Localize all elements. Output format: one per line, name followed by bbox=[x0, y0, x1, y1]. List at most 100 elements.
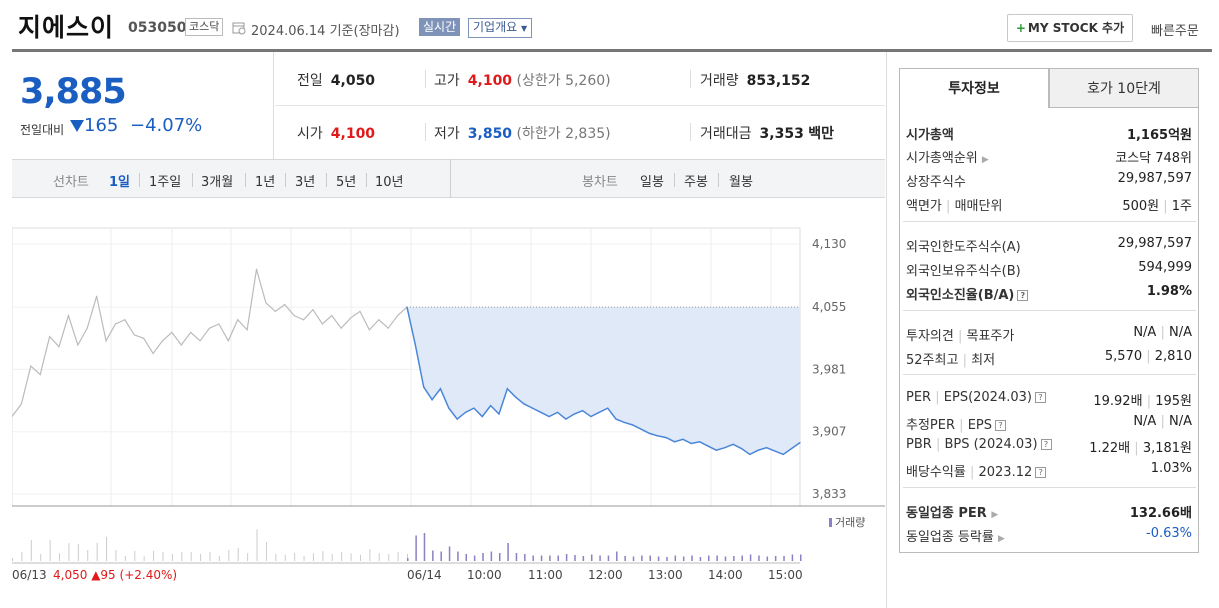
candle-chart-label: 봉차트 bbox=[582, 175, 618, 190]
data-point bbox=[96, 295, 98, 297]
data-point bbox=[77, 344, 79, 346]
price-box bbox=[12, 52, 274, 159]
candle-monthly[interactable]: 월봉 bbox=[729, 175, 753, 190]
help-icon[interactable]: ? bbox=[1017, 290, 1029, 301]
period-1d[interactable]: 1일 bbox=[109, 175, 131, 190]
data-point bbox=[368, 329, 370, 331]
market-cap-rank-row[interactable]: 시가총액순위 ▶ 코스닥 748위 bbox=[906, 151, 1192, 166]
period-1y[interactable]: 1년 bbox=[255, 175, 276, 190]
volume-bar bbox=[674, 555, 677, 561]
trade-date: 2024.06.14 기준(장마감) bbox=[251, 24, 400, 39]
volume-bar bbox=[397, 552, 399, 561]
data-point bbox=[431, 399, 433, 401]
volume-bar bbox=[482, 553, 484, 561]
volume-bar bbox=[616, 551, 618, 561]
data-point bbox=[749, 453, 751, 456]
realtime-badge[interactable]: 실시간 bbox=[419, 18, 461, 36]
volume-bar bbox=[490, 551, 493, 561]
candle-daily[interactable]: 일봉 bbox=[640, 175, 664, 190]
data-point bbox=[133, 334, 135, 336]
volume-bar bbox=[699, 557, 702, 561]
data-point bbox=[20, 403, 23, 405]
help-icon[interactable]: ? bbox=[995, 420, 1006, 431]
my-stock-add-button[interactable]: + MY STOCK 추가 bbox=[1007, 14, 1133, 42]
period-3m[interactable]: 3개월 bbox=[201, 175, 234, 190]
period-3y[interactable]: 3년 bbox=[295, 175, 316, 190]
industry-per-row[interactable]: 동일업종 PER ▶ 132.66배 bbox=[906, 506, 1192, 521]
volume-bar bbox=[565, 554, 568, 561]
data-point bbox=[199, 340, 201, 342]
volume-legend-swatch bbox=[829, 518, 832, 527]
data-point bbox=[498, 413, 500, 415]
industry-change-row[interactable]: 동일업종 등락률 ▶ -0.63% bbox=[906, 526, 1192, 545]
data-point bbox=[607, 407, 609, 409]
data-point bbox=[284, 304, 286, 306]
chart-toolbar bbox=[12, 159, 885, 198]
data-point bbox=[782, 453, 784, 456]
data-point bbox=[190, 331, 192, 333]
period-1w[interactable]: 1주일 bbox=[149, 175, 182, 190]
period-10y[interactable]: 10년 bbox=[375, 175, 404, 190]
volume-bar bbox=[303, 556, 305, 561]
foreign-holding-row: 외국인보유주식수(B) 594,999 bbox=[906, 260, 1192, 279]
chevron-right-icon: ▶ bbox=[998, 534, 1005, 544]
data-point bbox=[378, 319, 380, 321]
volume-bar bbox=[68, 543, 70, 561]
toolbar-divider bbox=[192, 173, 193, 187]
chevron-right-icon: ▶ bbox=[991, 510, 999, 520]
data-point bbox=[757, 449, 759, 451]
data-point bbox=[265, 302, 267, 304]
info-box bbox=[899, 108, 1199, 553]
volume-bar bbox=[473, 555, 476, 561]
stat-high: 고가 4,100 (상한가 5,260) bbox=[434, 73, 611, 89]
volume-bar bbox=[134, 550, 136, 561]
data-point bbox=[556, 411, 559, 413]
data-point bbox=[590, 415, 592, 418]
help-icon[interactable]: ? bbox=[1035, 467, 1047, 478]
x-tick-label: 14:00 bbox=[708, 568, 743, 582]
market-badge: 코스닥 bbox=[185, 18, 224, 36]
volume-bar bbox=[549, 555, 551, 561]
data-point bbox=[765, 447, 768, 449]
volume-bar bbox=[237, 548, 239, 561]
data-point bbox=[540, 411, 542, 413]
volume-bar bbox=[657, 556, 660, 561]
52week-row: 52주최고 | 최저 5,570 | 2,810 bbox=[906, 349, 1192, 368]
tab-invest-info[interactable]: 투자정보 bbox=[899, 68, 1049, 108]
volume-bar bbox=[440, 551, 442, 561]
data-point bbox=[39, 373, 41, 376]
opinion-row: 투자의견 | 목표주가 N/A | N/A bbox=[906, 325, 1192, 344]
data-point bbox=[456, 418, 458, 420]
y-tick-label: 4,055 bbox=[812, 300, 846, 314]
data-point bbox=[648, 432, 651, 434]
data-point bbox=[724, 447, 726, 449]
candle-weekly[interactable]: 주봉 bbox=[684, 175, 708, 190]
data-point bbox=[690, 442, 692, 445]
quick-order-button[interactable]: 빠른주문 bbox=[1151, 24, 1199, 39]
data-point bbox=[464, 411, 467, 413]
data-point bbox=[218, 323, 220, 325]
data-point bbox=[699, 441, 701, 443]
prev-day-summary: 4,050 ▲95 (+2.40%) bbox=[53, 568, 178, 582]
data-point bbox=[124, 319, 126, 321]
corp-info-button[interactable]: 기업개요 ▼ bbox=[468, 18, 533, 38]
stat-divider bbox=[425, 123, 426, 141]
y-tick-label: 3,907 bbox=[812, 425, 846, 439]
help-icon[interactable]: ? bbox=[1040, 439, 1052, 450]
stat-divider bbox=[690, 70, 691, 88]
stock-name: 지에스이 bbox=[18, 13, 115, 42]
price-chart[interactable]: 4,130 4,055 3,981 3,907 3,833 06/13 06/14 10:0… bbox=[12, 198, 885, 608]
current-price: 3,885 bbox=[20, 72, 127, 112]
period-5y[interactable]: 5년 bbox=[336, 175, 357, 190]
data-point bbox=[340, 327, 342, 329]
data-point bbox=[673, 441, 676, 443]
volume-bar bbox=[21, 552, 23, 561]
section-divider bbox=[903, 221, 1196, 222]
volume-bar bbox=[265, 542, 267, 561]
volume-bar bbox=[557, 555, 560, 561]
volume-bar bbox=[415, 535, 417, 561]
help-icon[interactable]: ? bbox=[1034, 392, 1046, 403]
x-tick-label: 06/13 bbox=[12, 568, 47, 582]
dividend-row: 배당수익률 | 2023.12? 1.03% bbox=[906, 461, 1192, 480]
tab-hoga-10[interactable]: 호가 10단계 bbox=[1049, 68, 1199, 108]
